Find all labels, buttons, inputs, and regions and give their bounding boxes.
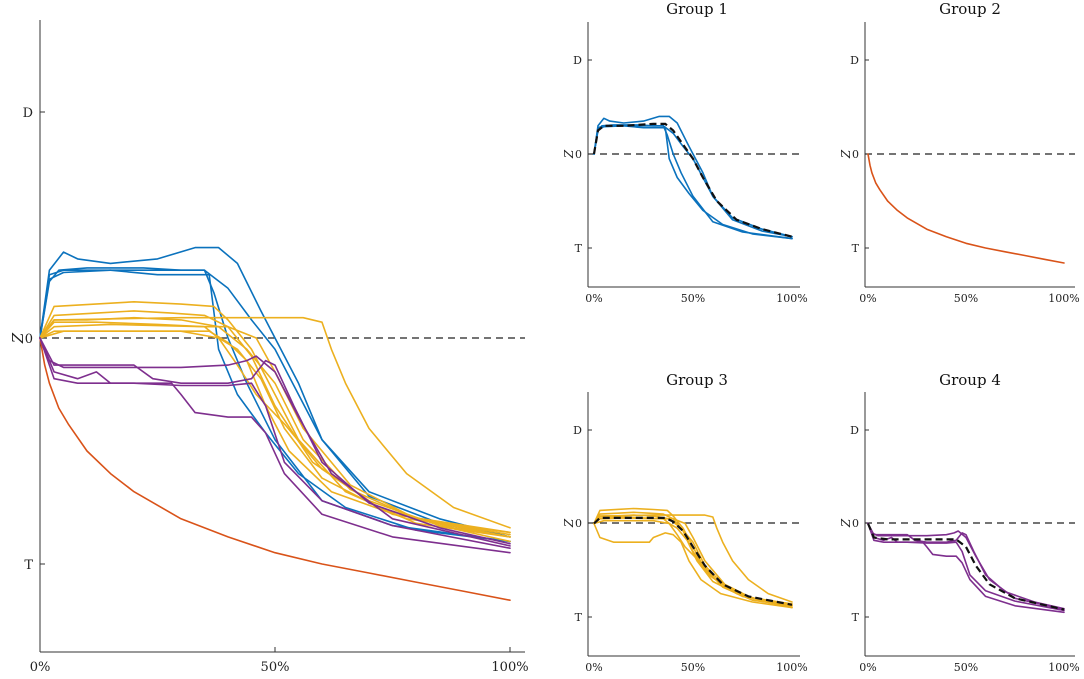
- group2-y-tick-label-d: D: [850, 54, 859, 67]
- group4-mean-line: [866, 523, 1065, 611]
- group4-y-axis-label: Z: [839, 518, 853, 528]
- main-series-line-7: [39, 310, 511, 543]
- group3-series-line-7: [593, 514, 793, 603]
- group3-x-tick-label-0: 0%: [585, 661, 602, 674]
- group3-y-tick-label-d: D: [573, 424, 582, 437]
- group1-series-line-1: [593, 124, 793, 240]
- group3-x-tick-label-100: 100%: [776, 661, 807, 674]
- group3-panel: Group 3 Z D 0 T 0% 50% 100%: [562, 371, 808, 674]
- group4-y-tick-label-zero: 0: [852, 517, 859, 530]
- group1-series-layer: [592, 115, 793, 240]
- main-series-line-2: [39, 246, 511, 538]
- main-y-tick-label-t: T: [24, 558, 33, 573]
- main-series-line-15: [39, 337, 511, 549]
- group3-series-line-4: [593, 522, 793, 609]
- main-series-line-17: [39, 337, 511, 545]
- group3-series-line-8: [593, 514, 793, 606]
- main-series-line-4: [39, 269, 511, 538]
- group4-series-layer: [866, 522, 1065, 614]
- group2-y-tick-label-zero: 0: [852, 148, 859, 161]
- group3-y-axis-label: Z: [562, 518, 576, 528]
- group2-series-layer: [867, 153, 1065, 264]
- group1-title: Group 1: [666, 0, 728, 18]
- group4-x-tick-label-100: 100%: [1048, 661, 1079, 674]
- main-series-line-12: [39, 316, 511, 529]
- group3-series-line-2: [593, 511, 793, 609]
- group1-mean-line: [592, 122, 793, 238]
- group1-y-tick-label-d: D: [573, 54, 582, 67]
- group1-x-tick-label-0: 0%: [585, 292, 602, 305]
- group1-y-tick-label-t: T: [575, 242, 583, 255]
- group2-x-tick-label-100: 100%: [1048, 292, 1079, 305]
- main-series-line-14: [39, 337, 511, 547]
- group1-series-line-4: [593, 125, 793, 238]
- group3-title: Group 3: [666, 371, 728, 389]
- group3-x-tick-label-50: 50%: [681, 661, 705, 674]
- group3-series-line-6: [593, 517, 793, 605]
- group3-series-line-3: [593, 516, 793, 607]
- main-panel: Z D 0 T 0% 50% 100%: [9, 20, 529, 675]
- group1-series-line-3: [593, 125, 793, 240]
- group1-x-tick-label-100: 100%: [776, 292, 807, 305]
- group4-series-line-1: [867, 522, 1065, 611]
- group3-series-line-5: [593, 519, 793, 607]
- group4-y-tick-label-t: T: [852, 611, 860, 624]
- group2-x-tick-label-0: 0%: [859, 292, 876, 305]
- group3-y-tick-label-zero: 0: [575, 517, 582, 530]
- group4-title: Group 4: [939, 371, 1001, 389]
- main-series-line-3: [39, 269, 511, 543]
- main-series-layer: [39, 246, 511, 601]
- main-y-axis-label: Z: [9, 332, 27, 344]
- group4-y-tick-label-d: D: [850, 424, 859, 437]
- main-series-line-13: [39, 316, 511, 536]
- group3-mean-line: [593, 516, 793, 606]
- group2-panel: Group 2 Z D 0 T 0% 50% 100%: [839, 0, 1080, 305]
- group3-y-tick-label-t: T: [575, 611, 583, 624]
- group4-x-tick-label-0: 0%: [859, 661, 876, 674]
- group4-panel: Group 4 Z D 0 T 0% 50% 100%: [839, 371, 1080, 674]
- main-series-line-10: [39, 330, 511, 538]
- group4-series-line-4: [867, 522, 1065, 610]
- group3-series-layer: [593, 507, 793, 609]
- main-y-tick-label-d: D: [23, 106, 33, 121]
- main-series-line-11: [39, 323, 511, 534]
- group1-panel: Group 1 Z D 0 T 0% 50% 100%: [562, 0, 808, 305]
- group2-y-axis-label: Z: [839, 149, 853, 159]
- group2-title: Group 2: [939, 0, 1001, 18]
- group4-x-tick-label-50: 50%: [954, 661, 978, 674]
- group1-y-axis-label: Z: [562, 149, 576, 159]
- group1-series-line-2: [593, 115, 793, 238]
- main-x-tick-label-50: 50%: [261, 660, 290, 675]
- main-series-line-5: [39, 337, 511, 601]
- group2-series-line-1: [867, 153, 1065, 264]
- main-series-line-8: [39, 321, 511, 538]
- group2-y-tick-label-t: T: [852, 242, 860, 255]
- group1-x-tick-label-50: 50%: [681, 292, 705, 305]
- main-y-tick-label-zero: 0: [25, 332, 33, 347]
- group4-series-line-3: [867, 522, 1065, 614]
- main-series-line-16: [39, 337, 511, 554]
- group1-y-tick-label-zero: 0: [575, 148, 582, 161]
- main-x-tick-label-100: 100%: [491, 660, 528, 675]
- main-x-tick-label-0: 0%: [30, 660, 51, 675]
- group2-x-tick-label-50: 50%: [954, 292, 978, 305]
